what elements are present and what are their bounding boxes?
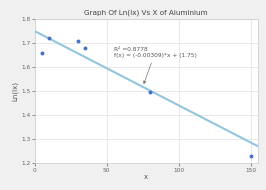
Point <box>83 46 87 49</box>
Y-axis label: Ln(Ix): Ln(Ix) <box>12 81 18 101</box>
Point <box>76 39 80 42</box>
Point <box>47 37 51 40</box>
Point <box>148 91 152 94</box>
X-axis label: x: x <box>144 174 148 180</box>
Title: Graph Of Ln(Ix) Vs X of Aluminium: Graph Of Ln(Ix) Vs X of Aluminium <box>85 10 208 16</box>
Text: R² =0.8778
f(x) = (-0.00309)*x + (1.75): R² =0.8778 f(x) = (-0.00309)*x + (1.75) <box>114 47 197 84</box>
Point <box>249 155 253 158</box>
Point <box>40 51 44 54</box>
